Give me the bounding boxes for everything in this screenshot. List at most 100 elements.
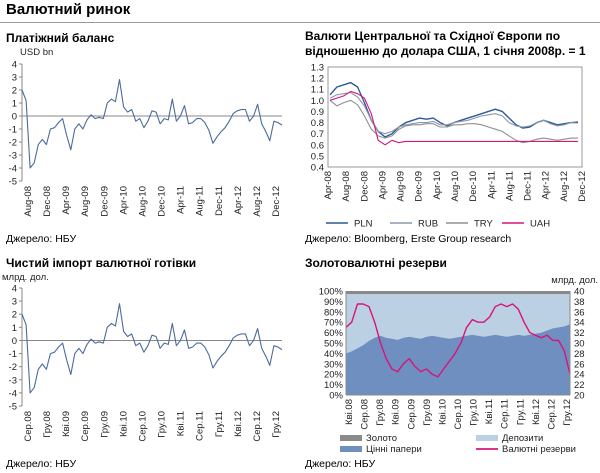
x-tick-label: Aug-08 <box>23 186 34 217</box>
y-tick-label: 0.5 <box>311 151 324 162</box>
x-tick-label: Гру.10 <box>469 399 480 426</box>
y-tick-label: 3 <box>12 297 17 308</box>
y-tick-label: 1.0 <box>311 96 324 107</box>
y-tick-label: 0.6 <box>311 140 324 151</box>
y-right-tick-label: 32 <box>574 328 585 339</box>
y-right-tick-label: 40 <box>574 287 585 298</box>
legend-label-try: TRY <box>474 219 493 230</box>
y-axis-unit: USD bn <box>20 47 53 58</box>
y-right-tick-label: 26 <box>574 359 585 370</box>
x-tick-label: Aug-08 <box>341 171 352 202</box>
x-tick-label: Dec-12 <box>577 171 588 202</box>
plot-frame <box>327 66 583 168</box>
x-tick-label: Dec-08 <box>42 186 53 217</box>
y-tick-label: 1.2 <box>311 74 324 85</box>
x-tick-label: Сер.10 <box>453 399 464 430</box>
y-tick-label: 1 <box>12 323 17 334</box>
x-tick-label: Dec-08 <box>359 171 370 202</box>
y-tick-label: 4 <box>12 60 17 71</box>
source-cash-import: Джерело: НБУ <box>6 458 77 470</box>
y-tick-label: 0 <box>12 112 17 123</box>
x-tick-label: Сер.10 <box>137 411 148 442</box>
page-title: Валютний ринок <box>6 1 131 18</box>
series-line-pln <box>329 81 578 138</box>
balance-chart: USD bn4 3 2 1 0 -1 -2 -3 -4 -5 Aug-08 Dec-08 Apr-09 A… <box>9 47 283 217</box>
x-tick-label: Кві.08 <box>344 399 355 425</box>
x-tick-label: Aug-11 <box>195 186 206 216</box>
x-tick-label: Dec-12 <box>271 186 282 217</box>
x-tick-label: Aug-10 <box>137 186 148 217</box>
area-deposits <box>346 294 570 354</box>
x-tick-label: Сер.08 <box>360 399 371 430</box>
x-tick-label: Кві.10 <box>118 411 129 437</box>
y-tick-label: 0.9 <box>311 107 324 118</box>
y-left-tick-label: 20% <box>324 370 344 381</box>
y-left-tick-label: 40% <box>324 349 344 360</box>
series-line <box>21 303 283 394</box>
y-tick-label: -3 <box>9 151 17 162</box>
y-tick-label: -1 <box>9 349 17 360</box>
y-left-tick-label: 70% <box>324 318 344 329</box>
x-tick-label: Гру.10 <box>157 411 168 438</box>
x-tick-label: Aug-09 <box>80 186 91 217</box>
x-tick-label: Dec-10 <box>468 171 479 202</box>
y-left-tick-label: 10% <box>324 380 344 391</box>
y-left-tick-label: 50% <box>324 339 344 350</box>
y-tick-label: 4 <box>12 284 17 295</box>
x-tick-label: Сер.12 <box>252 411 263 442</box>
legend-label-rub: RUB <box>418 219 438 230</box>
x-tick-label: Сер.09 <box>80 411 91 442</box>
x-tick-label: Aug-12 <box>252 186 263 217</box>
x-tick-label: Сер.11 <box>500 399 511 429</box>
reserves-chart: млрд. дол. 100%90%80%70%60%50%40%30%20%10… <box>319 275 598 455</box>
legend-label-deposits: Депозити <box>502 433 543 444</box>
x-tick-label: Кві.09 <box>61 411 72 437</box>
y-tick-label: 0.4 <box>311 163 324 174</box>
x-tick-label: Кві.12 <box>233 411 244 437</box>
x-tick-label: Гру.09 <box>99 411 110 438</box>
x-tick-label: Гру.08 <box>375 399 386 426</box>
x-tick-label: Aug-12 <box>559 171 570 202</box>
y-tick-label: 2 <box>12 310 17 321</box>
y-tick-label: -1 <box>9 125 17 136</box>
y-left-tick-label: 60% <box>324 328 344 339</box>
x-tick-label: Dec-10 <box>157 186 168 217</box>
cash-import-chart: млрд. дол.4 3 2 1 0 -1 -2 -3 -4 -5 Сер.08 Гру.08 Кві… <box>2 272 283 442</box>
x-tick-label: Dec-09 <box>414 171 425 202</box>
y-tick-label: -4 <box>9 388 17 399</box>
y-right-tick-label: 20 <box>574 391 585 402</box>
x-tick-label: Dec-11 <box>214 186 225 216</box>
chart-title-balance: Платіжний баланс <box>6 31 115 45</box>
x-tick-label: Кві.11 <box>176 411 187 436</box>
y-right-tick-label: 38 <box>574 297 585 308</box>
y-tick-label: 1.3 <box>311 63 324 74</box>
x-tick-label: Гру.11 <box>515 399 526 425</box>
x-tick-label: Сер.12 <box>546 399 557 430</box>
x-tick-label: Aug-09 <box>396 171 407 202</box>
x-tick-label: Apr-10 <box>118 186 129 215</box>
y-right-tick-label: 36 <box>574 307 585 318</box>
legend-label-reserves: Валютні резерви <box>502 444 576 455</box>
x-tick-label: Apr-10 <box>432 171 443 200</box>
legend-label-securities: Цінні папери <box>366 444 422 455</box>
x-tick-label: Гру.12 <box>562 399 573 426</box>
right-axis-unit: млрд. дол. <box>551 275 598 286</box>
x-tick-label: Сер.08 <box>23 411 34 442</box>
legend-swatch-deposits <box>476 435 498 441</box>
y-left-tick-label: 100% <box>319 287 344 298</box>
legend-label-gold: Золото <box>366 433 397 444</box>
y-tick-label: -2 <box>9 138 17 149</box>
y-axis-unit: млрд. дол. <box>2 272 49 283</box>
x-tick-label: Кві.11 <box>484 399 495 424</box>
x-tick-label: Кві.09 <box>391 399 402 425</box>
source-currencies: Джерело: Bloomberg, Erste Group research <box>305 233 512 245</box>
x-tick-label: Apr-09 <box>377 171 388 200</box>
y-tick-label: 3 <box>12 73 17 84</box>
x-tick-label: Apr-09 <box>61 186 72 215</box>
chart-title-cash-import: Чистий імпорт валютної готівки <box>6 256 197 270</box>
y-tick-label: 2 <box>12 86 17 97</box>
series-line <box>21 79 283 169</box>
area-gold <box>346 291 570 295</box>
x-tick-label: Гру.11 <box>214 411 225 437</box>
